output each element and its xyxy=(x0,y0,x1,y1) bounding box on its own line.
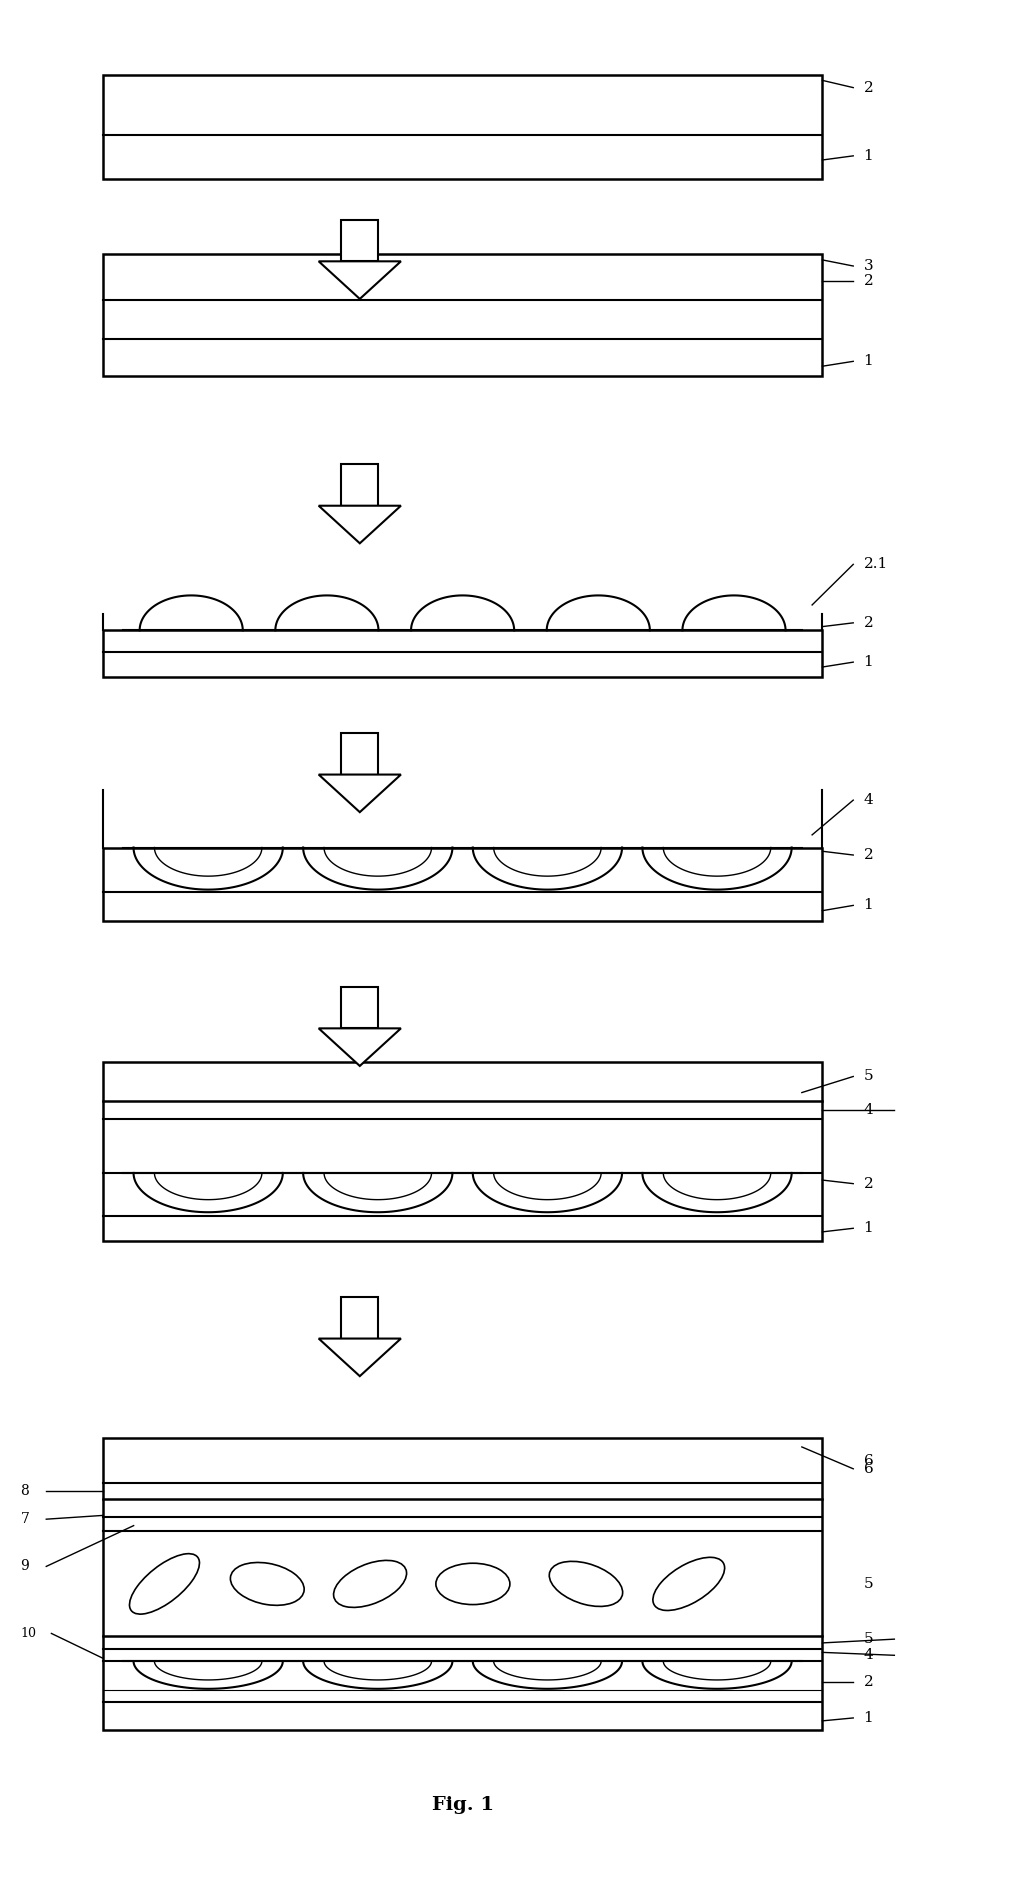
Text: 1: 1 xyxy=(864,149,873,164)
Bar xyxy=(103,75,822,179)
Text: 4: 4 xyxy=(864,1104,873,1117)
Text: 4: 4 xyxy=(864,1649,873,1662)
Bar xyxy=(341,987,378,1028)
Bar xyxy=(341,464,378,506)
Bar xyxy=(103,848,822,921)
Bar xyxy=(341,220,378,261)
Ellipse shape xyxy=(653,1557,725,1611)
Bar xyxy=(341,733,378,775)
Ellipse shape xyxy=(549,1562,623,1606)
Polygon shape xyxy=(319,506,401,543)
Text: 2: 2 xyxy=(864,81,873,94)
Text: 1: 1 xyxy=(864,899,873,912)
Bar xyxy=(341,1297,378,1339)
Text: 2: 2 xyxy=(864,617,873,630)
Text: 1: 1 xyxy=(864,353,873,368)
Text: 1: 1 xyxy=(864,1711,873,1726)
Ellipse shape xyxy=(333,1560,407,1607)
Ellipse shape xyxy=(436,1564,510,1604)
Bar xyxy=(103,1062,822,1241)
Polygon shape xyxy=(319,1028,401,1066)
Text: 6: 6 xyxy=(864,1463,873,1476)
Text: 5: 5 xyxy=(864,1632,873,1647)
Text: 5: 5 xyxy=(864,1070,873,1083)
Text: 8: 8 xyxy=(21,1485,30,1498)
Text: 4: 4 xyxy=(864,793,873,807)
Bar xyxy=(103,1438,822,1730)
Ellipse shape xyxy=(230,1562,304,1606)
Text: 5: 5 xyxy=(864,1577,873,1590)
Bar xyxy=(103,254,822,376)
Text: 2: 2 xyxy=(864,1675,873,1688)
Ellipse shape xyxy=(130,1553,199,1615)
Text: 6: 6 xyxy=(864,1453,873,1468)
Text: 1: 1 xyxy=(864,1222,873,1235)
Text: 7: 7 xyxy=(21,1512,30,1527)
Text: Fig. 1: Fig. 1 xyxy=(432,1795,493,1814)
Text: 9: 9 xyxy=(21,1559,30,1574)
Text: 2.1: 2.1 xyxy=(864,556,888,572)
Text: 10: 10 xyxy=(21,1626,37,1639)
Bar xyxy=(103,630,822,677)
Text: 1: 1 xyxy=(864,654,873,669)
Polygon shape xyxy=(319,261,401,299)
Text: 3: 3 xyxy=(864,259,873,273)
Polygon shape xyxy=(319,775,401,812)
Text: 2: 2 xyxy=(864,1177,873,1190)
Text: 2: 2 xyxy=(864,848,873,863)
Polygon shape xyxy=(319,1339,401,1376)
Text: 2: 2 xyxy=(864,274,873,288)
